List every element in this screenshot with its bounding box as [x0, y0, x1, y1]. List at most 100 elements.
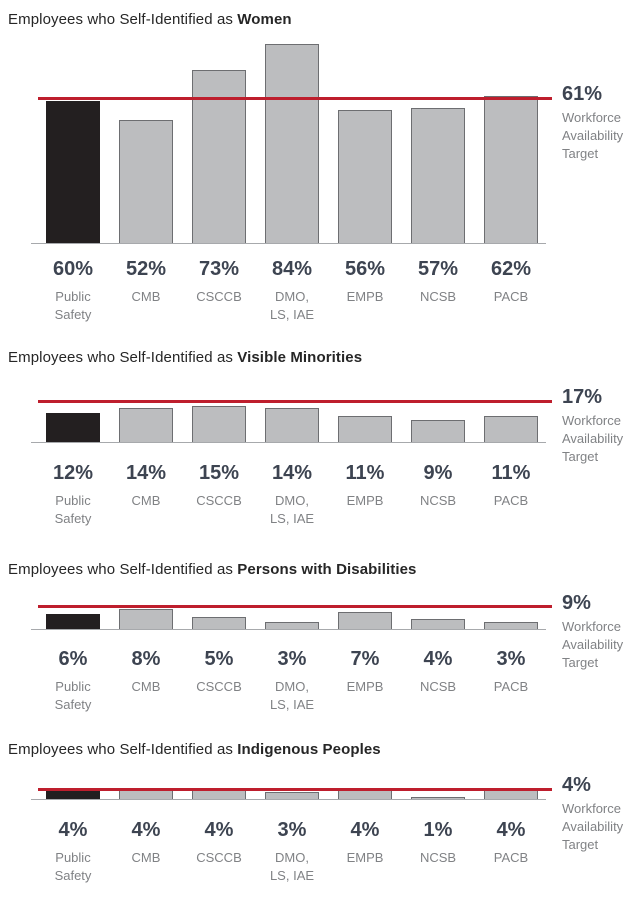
bar-category-label: CSCCB: [192, 849, 246, 867]
bar-empb: [338, 110, 392, 243]
bar-category-label: NCSB: [411, 678, 465, 696]
target-label: 9% Workforce Availability Target: [562, 592, 639, 672]
target-note-line: Availability: [562, 819, 624, 834]
bar-value-label: 4%: [350, 819, 380, 841]
bar-csccb: [192, 406, 246, 442]
category-line: Safety: [54, 511, 92, 526]
category-line: DMO,: [275, 493, 309, 508]
bar-label-pacb: 3% PACB: [484, 647, 538, 714]
category-line: CSCCB: [196, 493, 242, 508]
bar-label-csccb: 73% CSCCB: [192, 257, 246, 324]
bar-category-label: EMPB: [338, 678, 392, 696]
target-note-line: Availability: [562, 128, 624, 144]
category-line: LS, IAE: [269, 511, 315, 526]
plot-area: 17% Workforce Availability Target: [31, 386, 623, 464]
bar-public-safety: [46, 100, 100, 243]
bar-category-label: NCSB: [411, 288, 465, 306]
bar-cmb: [119, 609, 173, 629]
bar-pacb: [484, 789, 538, 799]
chart-title-prefix: Employees who Self-Identified as: [8, 11, 238, 28]
bar-category-label: Public Safety: [46, 678, 100, 714]
category-line: NCSB: [419, 493, 457, 508]
bar-csccb: [192, 70, 246, 243]
target-value: 17%: [562, 386, 603, 409]
bars: [46, 789, 538, 799]
target-note: Workforce Availability Target: [562, 109, 639, 163]
bar-value-label: 14%: [125, 462, 167, 484]
bar-value-label: 3%: [496, 648, 526, 670]
target-note-line: Target: [562, 654, 599, 670]
category-line: CMB: [131, 493, 161, 508]
bar-value-label: 57%: [417, 258, 459, 280]
bar-label-dmo-ls-iae: 14% DMO, LS, IAE: [265, 461, 319, 528]
bar-label-ncsb: 57% NCSB: [411, 257, 465, 324]
plot-area: 9% Workforce Availability Target: [31, 592, 623, 670]
bar-category-label: Public Safety: [46, 849, 100, 885]
bar-value-label: 60%: [52, 258, 94, 280]
chart-title: Employees who Self-Identified as Indigen…: [8, 741, 639, 758]
bar-public-safety: [46, 789, 100, 799]
category-line: PACB: [493, 493, 529, 508]
bar-label-pacb: 11% PACB: [484, 461, 538, 528]
bar-value-label: 11%: [345, 462, 385, 484]
bar-public-safety: [46, 614, 100, 629]
target-note: Workforce Availability Target: [562, 412, 639, 466]
chart-section-indigenous-peoples: Employees who Self-Identified as Indigen…: [0, 741, 639, 885]
target-note: Workforce Availability Target: [562, 618, 639, 672]
target-label: 17% Workforce Availability Target: [562, 386, 639, 466]
bar-value-label: 56%: [344, 258, 386, 280]
bar-label-public-safety: 4% Public Safety: [46, 818, 100, 885]
target-line: [38, 605, 552, 608]
category-line: PACB: [493, 850, 529, 865]
category-line: NCSB: [419, 289, 457, 304]
bar-category-label: NCSB: [411, 492, 465, 510]
bar-pacb: [484, 415, 538, 442]
bar-pacb: [484, 621, 538, 629]
target-note-line: Workforce: [562, 801, 621, 816]
category-line: DMO,: [275, 850, 309, 865]
category-line: CSCCB: [196, 289, 242, 304]
bar-label-empb: 4% EMPB: [338, 818, 392, 885]
bar-category-label: Public Safety: [46, 288, 100, 324]
category-line: NCSB: [419, 679, 457, 694]
target-note-line: Workforce: [562, 413, 621, 429]
target-note-line: Workforce: [562, 110, 621, 126]
target-note: Workforce Availability Target: [562, 800, 639, 854]
bar-category-label: CMB: [119, 678, 173, 696]
bar-label-pacb: 62% PACB: [484, 257, 538, 324]
bar-category-label: CMB: [119, 849, 173, 867]
bar-value-label: 7%: [350, 648, 380, 670]
category-line: CMB: [131, 850, 161, 865]
bar-category-label: PACB: [484, 849, 538, 867]
bar-label-dmo-ls-iae: 84% DMO, LS, IAE: [265, 257, 319, 324]
chart-title-emphasis: Women: [237, 11, 292, 28]
chart-title-emphasis: Visible Minorities: [237, 349, 363, 366]
bar-category-label: CSCCB: [192, 288, 246, 306]
bar-label-ncsb: 1% NCSB: [411, 818, 465, 885]
bar-value-label: 5%: [204, 648, 234, 670]
chart-section-women: Employees who Self-Identified as Women 61…: [0, 11, 639, 324]
target-line: [38, 96, 552, 100]
target-value: 9%: [562, 591, 591, 614]
bar-labels: 4% Public Safety 4% CMB 4% CSCCB 3% DMO, LS, IAE 4…: [46, 818, 639, 885]
bar-dmo-ls-iae: [265, 621, 319, 629]
bar-cmb: [119, 119, 173, 243]
bar-label-ncsb: 4% NCSB: [411, 647, 465, 714]
bars: [46, 609, 538, 629]
bar-label-cmb: 8% CMB: [119, 647, 173, 714]
bar-empb: [338, 415, 392, 442]
category-line: PACB: [493, 679, 529, 694]
bar-label-public-safety: 6% Public Safety: [46, 647, 100, 714]
bar-category-label: DMO, LS, IAE: [265, 849, 319, 885]
chart-title: Employees who Self-Identified as Visible…: [8, 349, 639, 366]
category-line: Safety: [54, 697, 92, 712]
bars: [46, 406, 538, 442]
category-line: CSCCB: [196, 850, 242, 865]
bar-category-label: PACB: [484, 492, 538, 510]
bar-value-label: 52%: [125, 258, 167, 280]
bar-label-public-safety: 60% Public Safety: [46, 257, 100, 324]
bar-labels: 6% Public Safety 8% CMB 5% CSCCB 3% DMO, LS, IAE 7…: [46, 647, 639, 714]
bar-value-label: 8%: [131, 648, 161, 670]
category-line: EMPB: [346, 289, 384, 304]
chart-title-emphasis: Persons with Disabilities: [237, 561, 417, 578]
